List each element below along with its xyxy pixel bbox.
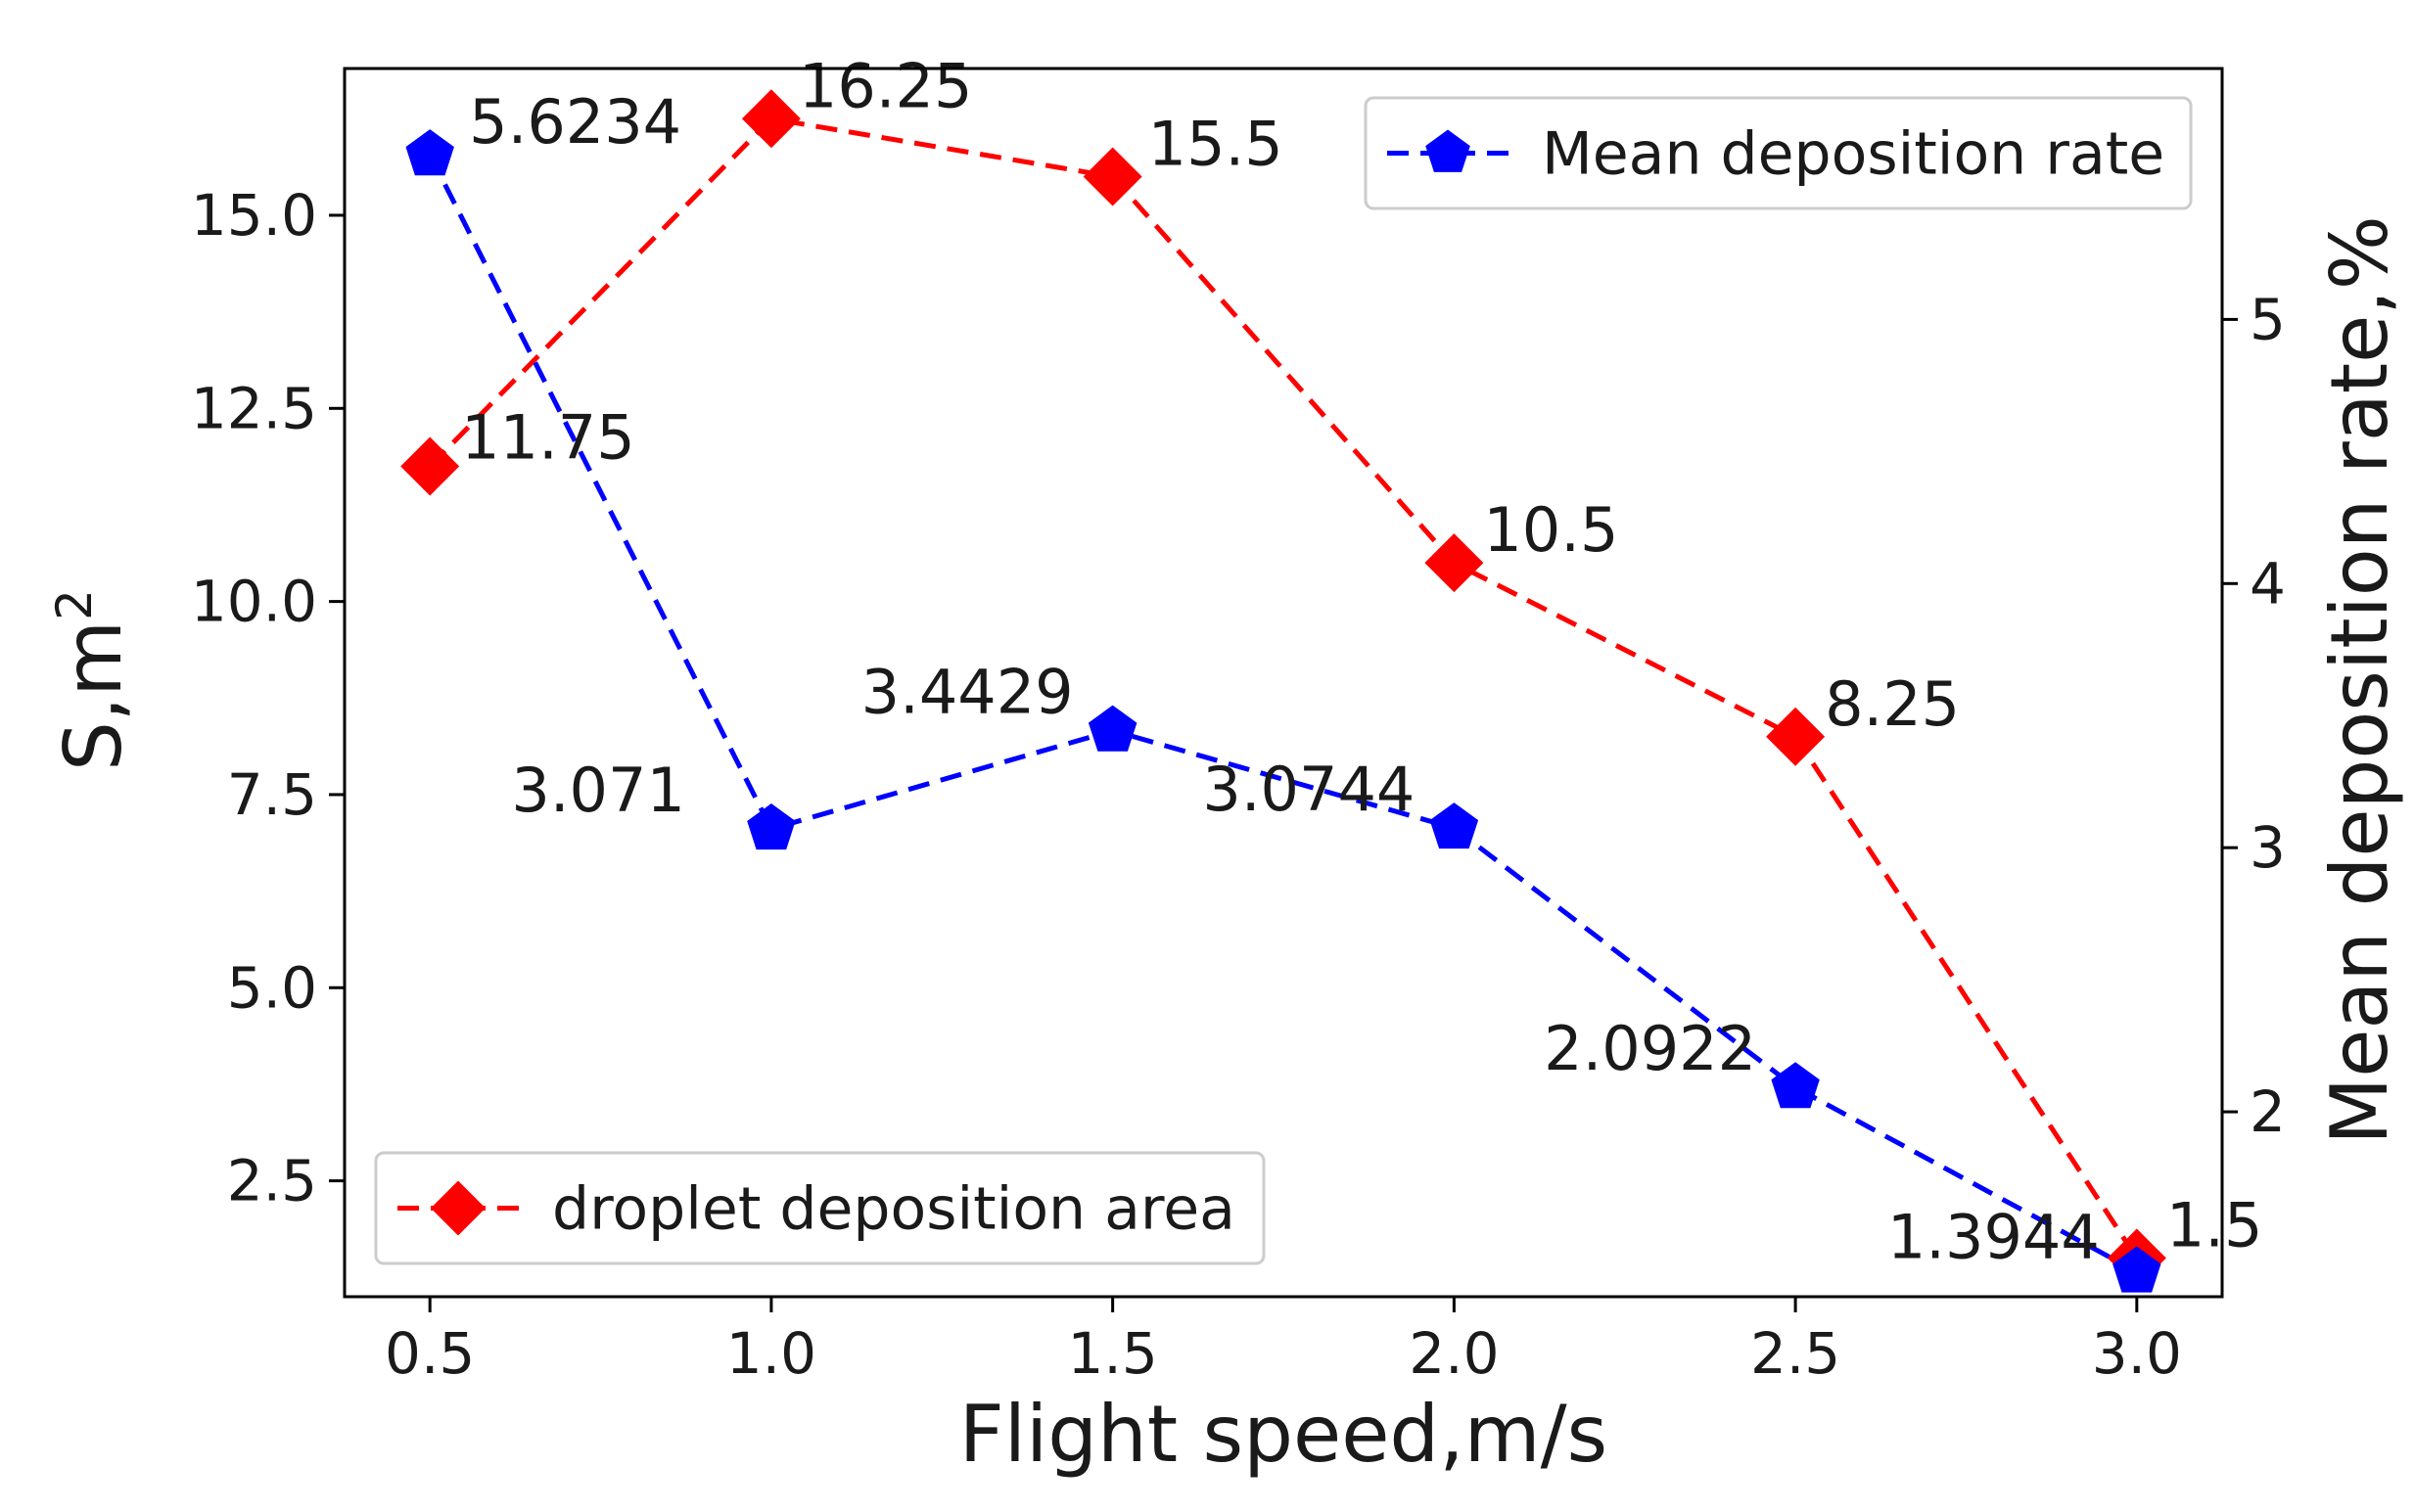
legends: Mean deposition rate droplet deposition a… — [374, 96, 2193, 1265]
mean-deposition-rate-value-label: 2.0922 — [1544, 1013, 1756, 1084]
legend-pentagon-marker — [1425, 129, 1470, 172]
left-y-tick-label: 5.0 — [227, 954, 317, 1021]
legend-box — [374, 1151, 1266, 1265]
left-y-tick-label: 2.5 — [227, 1148, 317, 1214]
left-y-tick-label: 15.0 — [191, 182, 317, 249]
series-lines — [427, 115, 2139, 1274]
droplet-deposition-area-value-label: 1.5 — [2166, 1190, 2263, 1261]
x-tick-label: 1.0 — [726, 1320, 816, 1387]
droplet-deposition-area-value-label: 15.5 — [1148, 109, 1283, 180]
droplet-deposition-area-value-label: 16.25 — [799, 50, 973, 121]
mean-deposition-rate-value-label: 3.0744 — [1202, 754, 1415, 825]
right-y-tick-label: 2 — [2250, 1078, 2286, 1145]
legend-box — [1364, 96, 2193, 210]
droplet-deposition-area-value-label: 8.25 — [1825, 668, 1960, 740]
mean-deposition-rate-point — [747, 803, 796, 850]
mean-deposition-rate-point — [1429, 802, 1479, 849]
x-tick-label: 2.5 — [1750, 1320, 1840, 1387]
x-tick-label: 1.5 — [1068, 1320, 1158, 1387]
legend-diamond-marker — [431, 1180, 486, 1236]
left-axis-title: S,m2 — [46, 589, 139, 771]
mean-deposition-rate-point — [1088, 705, 1137, 752]
left-y-tick-label: 12.5 — [191, 375, 317, 441]
series-markers — [400, 89, 2166, 1293]
droplet-deposition-area-point — [1766, 707, 1826, 766]
legend-label: Mean deposition rate — [1542, 120, 2164, 189]
droplet-deposition-area-point — [400, 436, 460, 496]
x-tick-label: 2.0 — [1409, 1320, 1499, 1387]
legend-top-right: Mean deposition rate — [1364, 96, 2193, 210]
right-y-tick-label: 3 — [2250, 814, 2286, 881]
droplet-deposition-area-point — [1424, 533, 1484, 593]
data-labels: 11.75 16.25 15.5 10.5 8.25 1.5 5.6234 3.071 3.44… — [461, 50, 2262, 1272]
droplet-deposition-area-value-label: 10.5 — [1483, 494, 1618, 566]
mean-deposition-rate-point — [2112, 1246, 2161, 1293]
right-y-tick-label: 4 — [2250, 550, 2286, 617]
left-y-tick-label: 7.5 — [227, 761, 317, 828]
mean-deposition-rate-value-label: 1.3944 — [1887, 1202, 2100, 1273]
droplet-deposition-area-value-label: 11.75 — [461, 401, 635, 473]
mean-deposition-rate-point — [1771, 1062, 1820, 1109]
droplet-deposition-area-point — [1083, 147, 1142, 206]
mean-deposition-rate-value-label: 3.4429 — [861, 657, 1074, 728]
x-tick-label: 0.5 — [385, 1320, 475, 1387]
right-y-tick-label: 5 — [2250, 286, 2286, 352]
droplet-deposition-area-line — [428, 115, 2139, 1260]
left-y-tick-label: 10.0 — [191, 569, 317, 635]
axes: 0.5 1.0 1.5 2.0 2.5 3.0 2.5 5.0 7.5 10.0 12.5 15.0 2… — [191, 182, 2286, 1387]
left-axis-title-superscript: 2 — [46, 589, 103, 620]
mean-deposition-rate-value-label: 3.071 — [511, 755, 685, 826]
droplet-deposition-area-point — [741, 89, 801, 149]
mean-deposition-rate-point — [405, 129, 454, 176]
x-tick-label: 3.0 — [2092, 1320, 2182, 1387]
legend-label: droplet deposition area — [552, 1175, 1235, 1244]
legend-bottom-left: droplet deposition area — [374, 1151, 1266, 1265]
right-axis-title: Mean deposition rate,% — [2314, 215, 2405, 1145]
plot-area-frame — [343, 67, 2224, 1299]
mean-deposition-rate-value-label: 5.6234 — [469, 86, 681, 158]
left-axis-title-base: S,m — [48, 620, 139, 771]
x-axis-title: Flight speed,m/s — [959, 1389, 1607, 1480]
